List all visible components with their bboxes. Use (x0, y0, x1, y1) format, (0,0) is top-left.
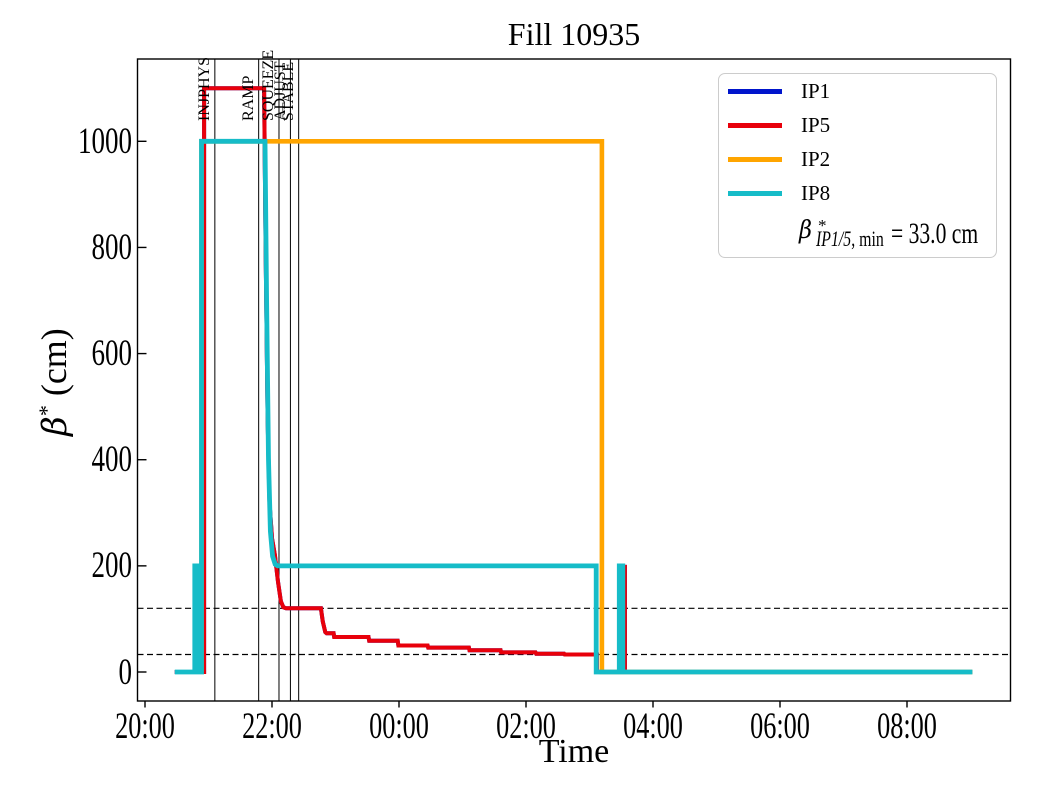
axes-frame (136, 58, 1012, 702)
y-tick-label: 200 (91, 545, 132, 587)
chart-title: Fill 10935 (507, 16, 641, 52)
x-tick-label: 00:00 (369, 706, 429, 747)
y-tick-label: 0 (118, 651, 132, 693)
legend-label-ip5: IP5 (801, 113, 831, 137)
beta-min-value: = 33.0 cm (891, 217, 979, 250)
x-tick-label: 20:00 (115, 706, 175, 747)
legend-row-ip2: IP2 (719, 142, 996, 176)
y-tick-label: 400 (91, 439, 132, 481)
y-tick-label: 600 (91, 333, 132, 375)
legend-row-ip1: IP1 (719, 74, 996, 108)
x-tick-label: 06:00 (750, 706, 810, 747)
beta-symbol: β (799, 215, 813, 244)
legend-label-ip8: IP8 (801, 181, 831, 205)
y-tick-label: 1000 (77, 120, 132, 162)
x-tick-label: 02:00 (496, 706, 556, 747)
series-IP8 (174, 138, 973, 675)
legend-label-ip1: IP1 (801, 79, 831, 103)
legend-beta-min-annotation: β * IP1/5, min = 33.0 cm (719, 74, 996, 257)
beta-superscript: * (818, 216, 827, 235)
phase-label-injphys: INJPHYS (196, 56, 214, 121)
legend-swatch-ip5 (728, 123, 782, 128)
y-tick-label: 800 (91, 226, 132, 268)
phase-label-stable: STABLE (280, 61, 298, 121)
legend-swatch-ip1 (728, 89, 782, 94)
x-axis-label: Time (538, 733, 610, 770)
legend-swatch-ip2 (728, 157, 782, 162)
x-tick-label: 22:00 (242, 706, 302, 747)
x-tick-label: 04:00 (623, 706, 683, 747)
legend: IP1 IP5 IP2 IP8 β * IP1/5, min = 33.0 cm (718, 73, 997, 258)
x-tick-label: 08:00 (877, 706, 937, 747)
legend-row-ip8: IP8 (719, 176, 996, 210)
legend-row-ip5: IP5 (719, 108, 996, 142)
legend-swatch-ip8 (728, 191, 782, 196)
beta-subscript: IP1/5, min (816, 226, 884, 251)
legend-label-ip2: IP2 (801, 147, 831, 171)
phase-label-ramp: RAMP (240, 75, 258, 121)
